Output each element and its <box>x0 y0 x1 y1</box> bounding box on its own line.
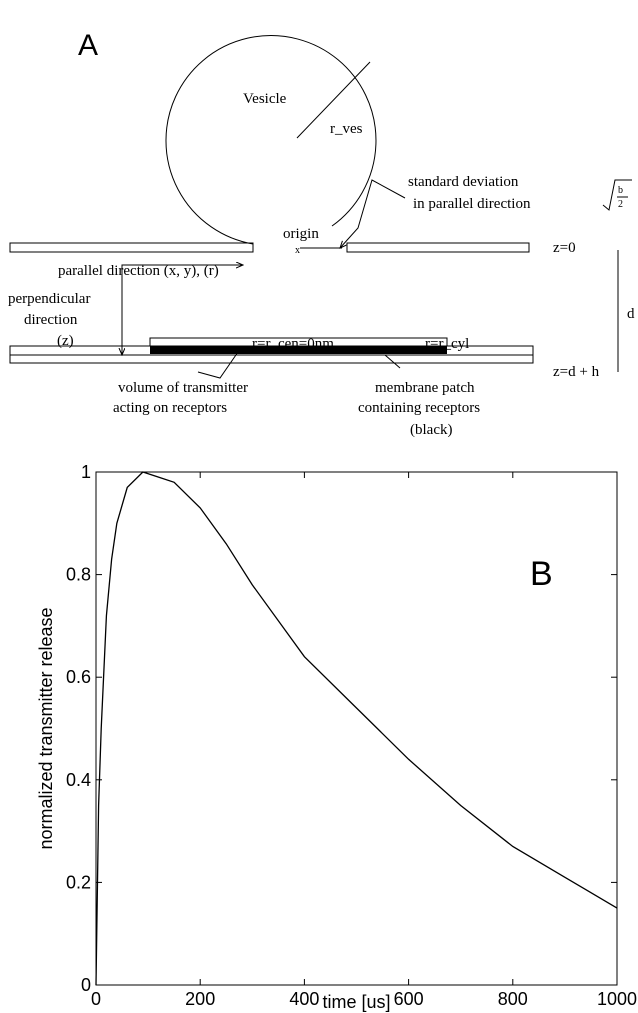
membrane <box>346 242 530 253</box>
perp-label: direction <box>24 312 78 328</box>
perp-label: perpendicular <box>8 291 90 307</box>
x-tick-label: 800 <box>498 989 528 1009</box>
parallel-label: parallel direction (x, y), (r) <box>58 263 219 279</box>
sqrt-sign <box>602 179 632 211</box>
vesicle-outline <box>165 35 377 245</box>
membrane <box>9 354 534 364</box>
y-tick-label: 0.6 <box>66 667 91 687</box>
volume-label: volume of transmitter <box>118 380 248 396</box>
origin-mark: x <box>295 245 300 256</box>
pointer <box>384 354 401 369</box>
sqrt-num: b <box>618 185 623 196</box>
x-tick-label: 200 <box>185 989 215 1009</box>
x-tick-label: 1000 <box>597 989 637 1009</box>
chart: 0 200 400 600 800 1000 0 0.2 0.4 0.6 0.8 1 time [us]… <box>36 462 637 1012</box>
pointer <box>197 351 239 379</box>
y-tick-label: 0.4 <box>66 770 91 790</box>
panel-label: A <box>78 29 98 62</box>
y-tick-label: 0.8 <box>66 565 91 585</box>
radius-label: r_ves <box>330 121 363 137</box>
y-axis-label: normalized transmitter release <box>36 607 56 849</box>
membrane <box>9 242 254 253</box>
pointer <box>340 179 406 248</box>
x-axis-label: time [us] <box>322 992 390 1012</box>
x-tick-label: 400 <box>289 989 319 1009</box>
receptor-patch <box>150 346 447 354</box>
y-tick-label: 1 <box>81 462 91 482</box>
sqrt-den: 2 <box>618 199 623 210</box>
std-label: standard deviation <box>408 174 519 190</box>
plot-frame <box>95 471 618 986</box>
patch-label: containing receptors <box>358 400 480 416</box>
radius-line <box>296 61 371 139</box>
perp-label: (z) <box>57 333 74 349</box>
patch-label: (black) <box>410 422 452 438</box>
z0-label: z=0 <box>553 240 576 256</box>
zdh-label: z=d + h <box>553 364 600 380</box>
volume-label: acting on receptors <box>113 400 227 416</box>
origin-label: origin <box>283 226 319 242</box>
y-tick-label: 0 <box>81 975 91 995</box>
x-tick-label: 0 <box>91 989 101 1009</box>
vesicle-label: Vesicle <box>243 91 287 107</box>
x-tick-label: 600 <box>394 989 424 1009</box>
data-line <box>95 471 618 986</box>
panel-label: B <box>530 555 553 593</box>
d-label: d <box>627 306 635 322</box>
y-tick-label: 0.2 <box>66 872 91 892</box>
diagram: A Vesicle r_ves standard deviation in pa… <box>8 29 635 438</box>
patch-label: membrane patch <box>375 380 475 396</box>
std-label: in parallel direction <box>413 196 531 212</box>
